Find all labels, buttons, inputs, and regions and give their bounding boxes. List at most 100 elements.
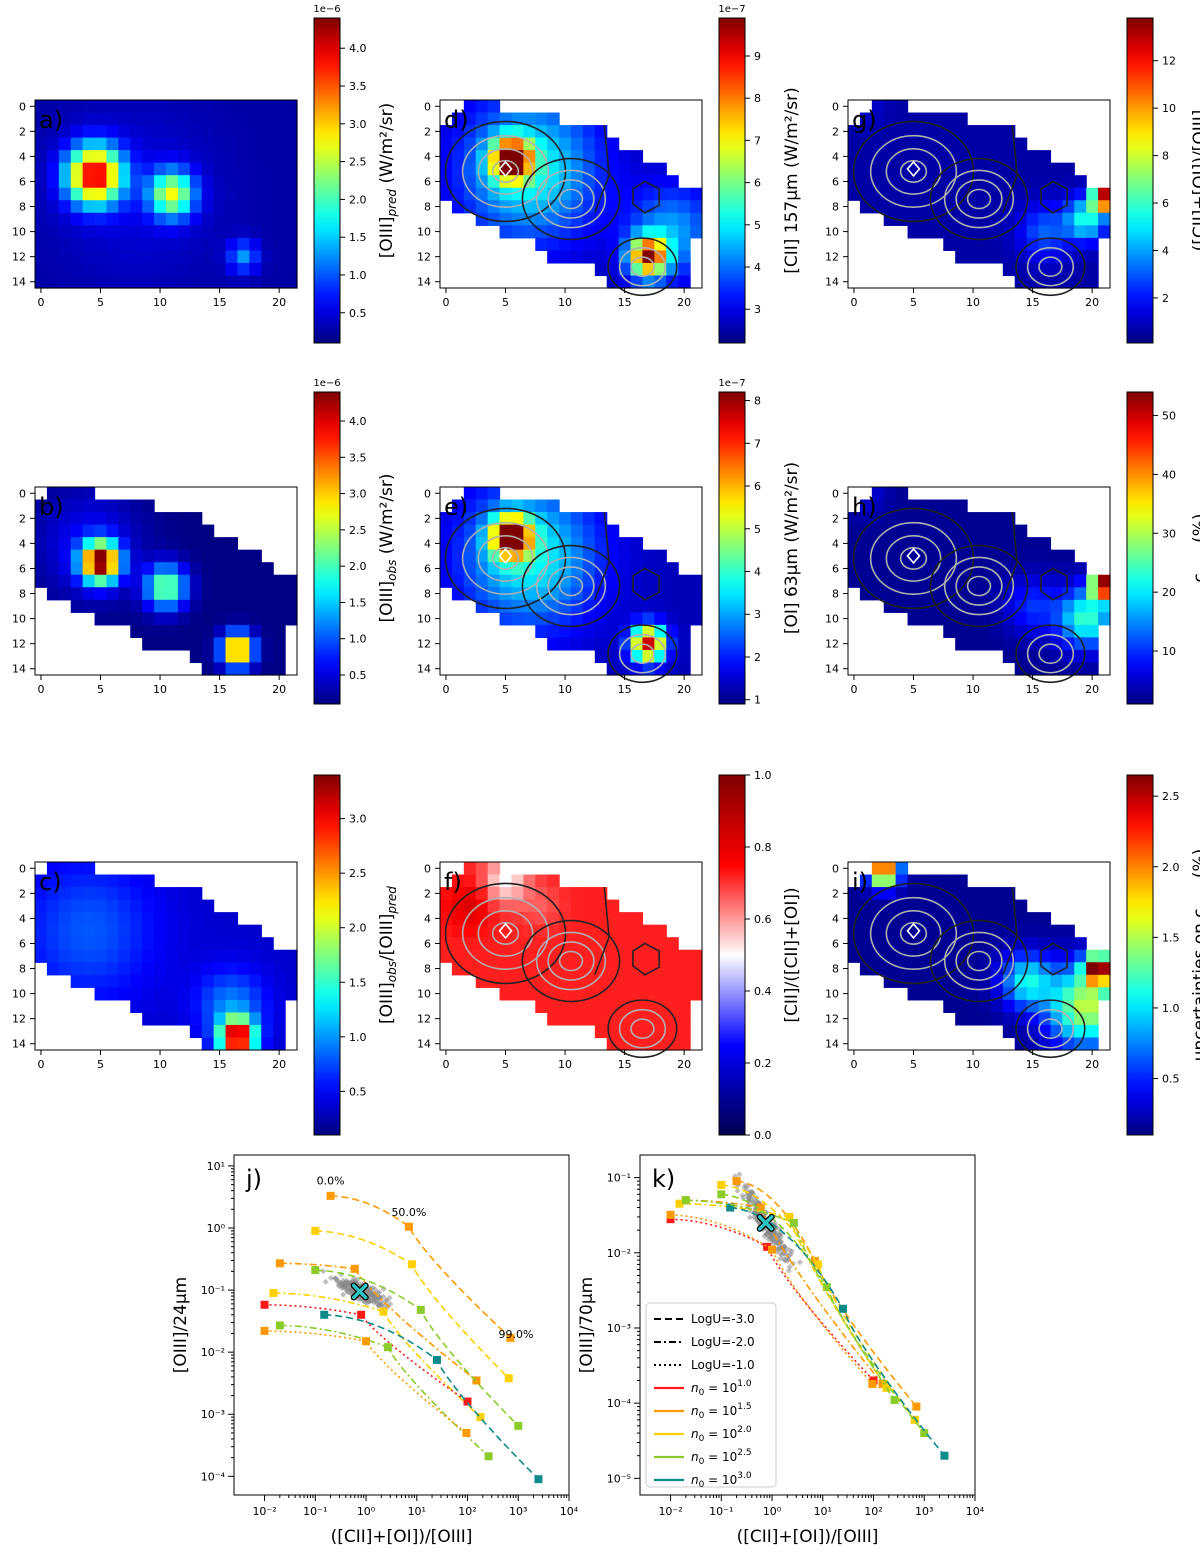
x-axis-label: ([CII]+[OI])/[OIII] [737, 1527, 879, 1547]
y-tick-label: 8 [19, 588, 26, 601]
model-marker [785, 1212, 794, 1221]
x-tick-label: 0 [850, 1058, 857, 1071]
heatmap-cell [979, 137, 992, 151]
heatmap-cell [606, 987, 620, 1001]
heatmap-cell [154, 912, 167, 926]
heatmap-cell [82, 150, 96, 164]
heatmap-cell [1074, 987, 1087, 1001]
heatmap-cell [273, 649, 286, 664]
heatmap-cell [166, 150, 179, 164]
heatmap-cell [535, 924, 548, 938]
y-tick-label: 4 [19, 150, 26, 163]
heatmap-cell [1074, 999, 1087, 1013]
heatmap-cell [249, 275, 262, 289]
heatmap-cell [990, 587, 1004, 601]
heatmap-cell [666, 562, 679, 576]
heatmap-cell [177, 524, 191, 538]
heatmap-cell [94, 212, 108, 226]
y-tick-label: 10⁻³ [607, 1322, 631, 1335]
heatmap-cell [475, 574, 489, 588]
x-tick-label: 20 [1085, 1058, 1099, 1071]
heatmap-cell [201, 537, 215, 551]
heatmap-cell [166, 524, 179, 538]
heatmap-cell [594, 250, 608, 264]
model-marker [506, 1333, 515, 1342]
heatmap-cell [130, 887, 143, 901]
peak-diamond-marker [906, 547, 921, 565]
heatmap-cell [943, 624, 956, 638]
heatmap-cell [1002, 637, 1016, 651]
heatmap-cell [678, 599, 691, 613]
heatmap-cell [511, 137, 524, 151]
model-marker [472, 1376, 481, 1385]
contour-line [547, 566, 595, 606]
peak-diamond-marker [498, 922, 513, 940]
heatmap-cell [1002, 999, 1016, 1013]
heatmap-cell [642, 275, 655, 289]
heatmap-cell [606, 612, 620, 626]
heatmap-cell [871, 862, 885, 876]
heatmap-cell [487, 549, 501, 563]
x-tick-label: 15 [213, 683, 227, 696]
heatmap-cell [118, 887, 131, 901]
heatmap-cell [82, 275, 96, 289]
heatmap-cell [94, 250, 108, 264]
heatmap-cell [94, 275, 108, 289]
heatmap-cell [130, 599, 143, 613]
heatmap-cell [285, 250, 298, 264]
heatmap-cell [606, 587, 620, 601]
heatmap-cell [535, 537, 548, 551]
heatmap-cell [118, 237, 131, 251]
contour-line [943, 556, 1015, 616]
heatmap-cell [979, 999, 992, 1013]
heatmap-cell [499, 899, 513, 913]
heatmap-cell [571, 549, 584, 563]
heatmap-cell [931, 512, 944, 526]
contour-line [521, 919, 621, 1003]
heatmap-cell [895, 137, 909, 151]
heatmap-cell [678, 649, 691, 664]
x-tick-label: 20 [677, 683, 691, 696]
x-tick-label: 10¹ [408, 1505, 426, 1518]
heatmap-cell [848, 899, 861, 913]
heatmap-cell [285, 125, 298, 139]
heatmap-cell [35, 949, 48, 963]
heatmap-cell [499, 162, 513, 176]
heatmap-cell [177, 999, 191, 1013]
heatmap-cell [919, 974, 932, 988]
heatmap-cell [225, 562, 239, 576]
heatmap-cell [594, 212, 608, 226]
heatmap-cell [213, 962, 227, 976]
heatmap-cell [571, 237, 584, 251]
heatmap-cell [35, 887, 48, 901]
heatmap-cell [559, 187, 572, 201]
y-tick-label: 10⁻¹ [607, 1172, 631, 1185]
panel-label: g) [852, 106, 877, 134]
heatmap-cell [943, 537, 956, 551]
heatmap-cell [475, 512, 489, 526]
heatmap-cell [859, 112, 873, 126]
heatmap-cell [166, 999, 179, 1013]
heatmap-cell [871, 150, 885, 164]
heatmap-cell [559, 125, 572, 139]
heatmap-cell [82, 200, 96, 214]
heatmap-cell [907, 924, 921, 938]
contour-line [1038, 256, 1063, 278]
colorbar-label: [OIII]pred (W/m²/sr) [377, 103, 399, 258]
heatmap-cell [487, 974, 501, 988]
heatmap-cell [118, 937, 131, 951]
heatmap-cell [979, 237, 992, 251]
contour-line [607, 237, 678, 297]
heatmap-cell [1074, 599, 1087, 613]
heatmap-cell [35, 524, 48, 538]
heatmap-cell [273, 987, 286, 1001]
heatmap-cell [654, 937, 667, 951]
label-part: = 10 [704, 1473, 737, 1487]
heatmap-cell [618, 549, 632, 563]
heatmap-cell [82, 187, 96, 201]
heatmap-cell [1050, 212, 1063, 226]
heatmap-cell [213, 150, 227, 164]
heatmap-cell [678, 187, 691, 201]
heatmap-cell [225, 549, 239, 563]
heatmap-cell [1038, 537, 1052, 551]
